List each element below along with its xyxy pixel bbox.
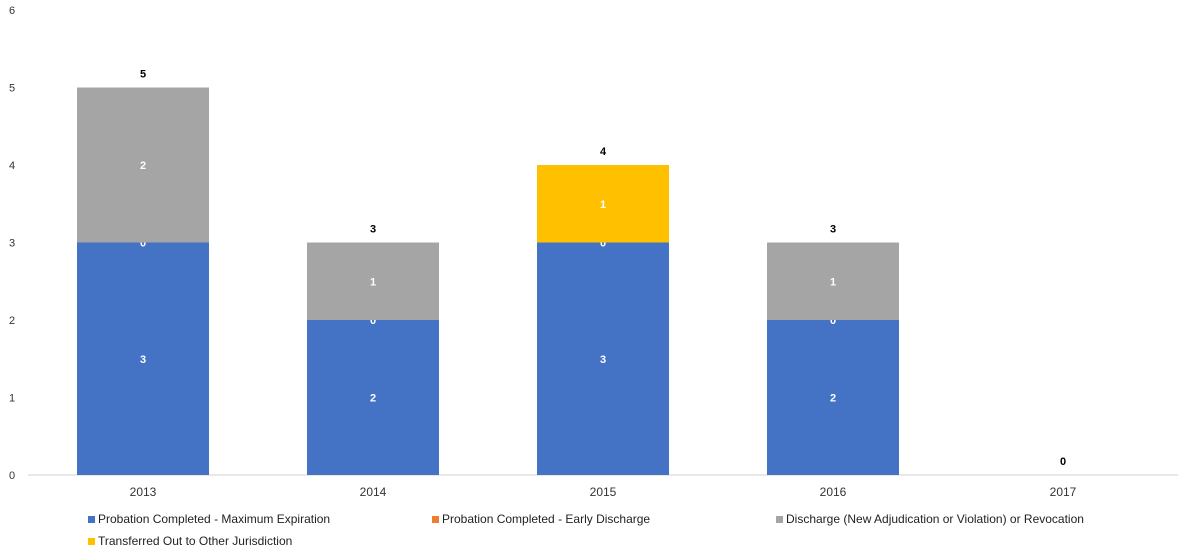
data-label: 0 [140, 238, 146, 250]
y-tick-label: 5 [9, 83, 15, 95]
legend-swatch-transferred-out [88, 537, 95, 545]
legend-label-transferred-out: Transferred Out to Other Jurisdiction [98, 534, 293, 548]
y-tick-label: 2 [9, 315, 15, 327]
x-tick-label: 2017 [1050, 485, 1077, 499]
total-label: 0 [1060, 456, 1066, 468]
stacked-bar-chart: 0123456302520132013201430142015201320160… [9, 5, 1178, 499]
legend-item-early-discharge: Probation Completed - Early Discharge [432, 512, 650, 526]
legend-item-discharge-revocation: Discharge (New Adjudication or Violation… [776, 512, 1084, 526]
bar-segment [537, 165, 669, 243]
bar-segment [77, 87, 209, 243]
bar-segment [767, 242, 899, 320]
bar-segment [307, 242, 439, 320]
x-tick-label: 2014 [360, 485, 387, 499]
total-label: 3 [830, 224, 836, 236]
bar-segment [307, 320, 439, 475]
bar-segment [767, 320, 899, 475]
legend-label-max-expiration: Probation Completed - Maximum Expiration [98, 512, 331, 526]
y-tick-label: 1 [9, 393, 15, 405]
total-label: 5 [140, 69, 146, 81]
total-label: 3 [370, 224, 376, 236]
data-label: 2 [140, 160, 146, 172]
data-label: 1 [370, 276, 376, 288]
bar-segment [77, 242, 209, 475]
total-label: 4 [600, 146, 607, 158]
legend-item-max-expiration: Probation Completed - Maximum Expiration [88, 512, 330, 526]
data-label: 1 [600, 199, 606, 211]
data-label: 3 [600, 354, 606, 366]
x-tick-label: 2015 [590, 485, 617, 499]
data-label: 0 [370, 315, 376, 327]
legend-swatch-discharge-revocation [776, 515, 783, 523]
y-tick-label: 0 [9, 470, 15, 482]
data-label: 0 [600, 238, 606, 250]
data-label: 1 [830, 276, 836, 288]
x-tick-label: 2013 [130, 485, 157, 499]
legend-swatch-max-expiration [88, 515, 95, 523]
y-tick-label: 6 [9, 5, 15, 17]
x-tick-label: 2016 [820, 485, 847, 499]
legend-item-transferred-out: Transferred Out to Other Jurisdiction [88, 534, 292, 548]
data-label: 3 [140, 354, 146, 366]
data-label: 0 [830, 315, 836, 327]
legend-label-early-discharge: Probation Completed - Early Discharge [442, 512, 651, 526]
bar-segment [537, 242, 669, 475]
y-tick-label: 3 [9, 238, 15, 250]
legend-label-discharge-revocation: Discharge (New Adjudication or Violation… [786, 512, 1084, 526]
legend-swatch-early-discharge [432, 515, 439, 523]
data-label: 2 [830, 393, 836, 405]
data-label: 2 [370, 393, 376, 405]
y-tick-label: 4 [9, 160, 15, 172]
